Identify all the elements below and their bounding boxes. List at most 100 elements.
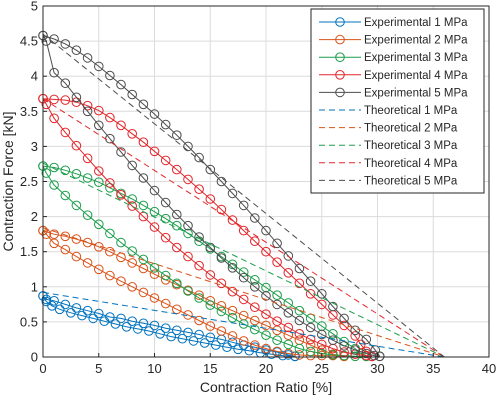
data-point xyxy=(116,120,126,131)
data-point xyxy=(49,94,59,105)
data-point xyxy=(138,263,149,274)
data-point xyxy=(216,253,227,263)
data-point xyxy=(71,200,82,211)
series-6 xyxy=(42,291,445,358)
data-point xyxy=(283,268,294,278)
data-point xyxy=(71,169,82,179)
data-point xyxy=(41,229,52,239)
theoretical-line xyxy=(42,291,445,358)
data-point xyxy=(183,251,193,262)
data-point xyxy=(216,306,227,317)
data-point xyxy=(283,308,294,318)
data-point xyxy=(272,346,282,357)
data-point xyxy=(127,160,137,171)
data-point xyxy=(283,298,294,308)
data-point xyxy=(82,258,93,268)
data-point xyxy=(160,323,171,334)
legend-label: Theoretical 1 MPa xyxy=(364,105,458,117)
data-point xyxy=(272,238,282,249)
x-tick-label: 25 xyxy=(315,361,329,376)
data-point xyxy=(49,180,59,190)
data-point xyxy=(328,329,338,339)
data-point xyxy=(305,276,316,287)
data-point xyxy=(238,336,249,346)
data-point xyxy=(149,222,160,232)
data-point xyxy=(82,305,93,316)
y-tick-label: 4 xyxy=(31,69,38,84)
data-point xyxy=(227,263,238,273)
data-point xyxy=(138,318,149,329)
data-point xyxy=(294,278,305,289)
data-point xyxy=(116,276,126,287)
data-point xyxy=(194,260,204,271)
data-point xyxy=(66,308,76,318)
data-point xyxy=(166,331,176,342)
data-point xyxy=(294,329,305,339)
data-point xyxy=(227,331,238,341)
data-point xyxy=(99,316,110,327)
data-point xyxy=(339,313,349,324)
unloading-curve xyxy=(42,165,367,357)
y-tick-label: 0 xyxy=(31,350,38,365)
data-point xyxy=(317,299,327,310)
data-point xyxy=(194,152,204,163)
data-point xyxy=(138,287,149,298)
legend-label: Experimental 3 MPa xyxy=(364,52,468,64)
data-point xyxy=(188,336,199,346)
data-point xyxy=(160,270,171,281)
data-point xyxy=(183,228,193,239)
data-point xyxy=(250,324,260,335)
data-point xyxy=(149,206,160,217)
data-point xyxy=(177,333,188,344)
data-point xyxy=(127,89,137,100)
data-point xyxy=(60,190,71,201)
data-point xyxy=(94,219,104,230)
axis-ticks: 0 5 10 15 20 25 30 35 40 0 0.5 1 1.5 2 2.5 3 3.5 4 4.5 5 xyxy=(20,0,496,376)
legend-item: Theoretical 2 MPa xyxy=(319,123,458,135)
data-point xyxy=(172,164,182,175)
data-point xyxy=(305,289,316,299)
data-point xyxy=(160,298,171,309)
data-point xyxy=(105,178,115,188)
data-point xyxy=(60,127,71,138)
data-point xyxy=(149,263,160,273)
loading-curve xyxy=(42,98,372,357)
data-point xyxy=(183,327,193,338)
data-point xyxy=(283,330,294,341)
data-point xyxy=(160,197,171,208)
legend-label: Theoretical 3 MPa xyxy=(364,140,458,152)
data-point xyxy=(160,213,171,224)
data-point xyxy=(194,293,204,303)
x-tick-label: 20 xyxy=(259,361,273,376)
data-point xyxy=(82,210,93,220)
data-point xyxy=(250,302,260,313)
data-point xyxy=(227,305,238,316)
data-point xyxy=(199,338,210,348)
legend-label: Theoretical 4 MPa xyxy=(364,158,458,170)
data-point xyxy=(305,346,316,357)
data-point xyxy=(71,303,82,313)
unloading-curve xyxy=(42,295,296,357)
data-point xyxy=(116,79,126,90)
legend-marker xyxy=(335,17,345,27)
data-point xyxy=(94,177,104,187)
theoretical-line xyxy=(42,33,445,358)
data-point xyxy=(339,320,349,331)
data-point xyxy=(82,237,93,248)
data-point xyxy=(149,146,160,157)
y-tick-label: 2 xyxy=(31,209,38,224)
data-point xyxy=(361,334,372,345)
legend-marker xyxy=(335,52,345,63)
data-point xyxy=(41,99,52,110)
data-point xyxy=(370,345,381,355)
series-4 xyxy=(38,93,377,362)
data-point xyxy=(216,278,227,289)
data-point xyxy=(339,350,349,361)
data-point xyxy=(261,291,271,301)
legend-item: Experimental 4 MPa xyxy=(319,70,468,82)
data-point xyxy=(216,326,227,336)
data-point xyxy=(238,294,249,305)
data-point xyxy=(227,337,238,348)
data-point xyxy=(205,242,216,253)
unloading-curve xyxy=(42,35,381,357)
